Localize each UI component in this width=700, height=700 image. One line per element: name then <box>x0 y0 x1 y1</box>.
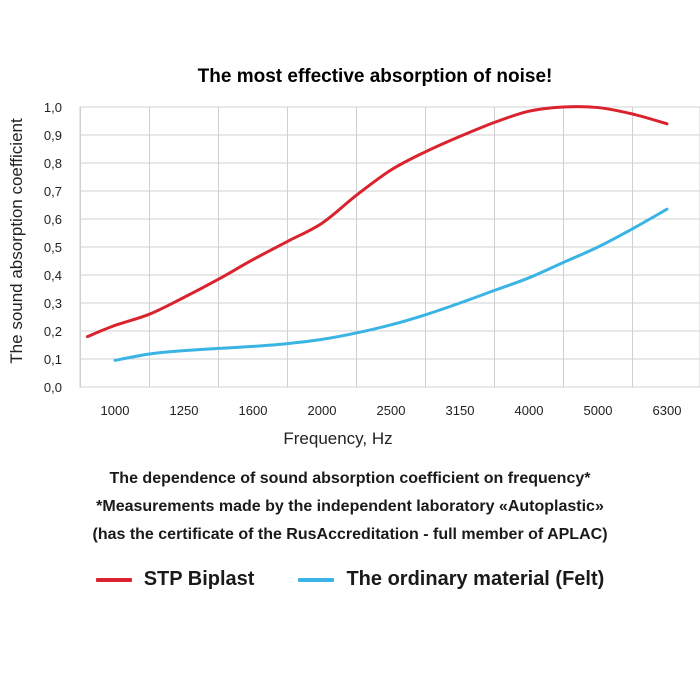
x-tick-label: 2500 <box>377 403 406 418</box>
y-tick-label: 0,6 <box>44 212 62 227</box>
chart: The most effective absorption of noise! … <box>7 66 700 448</box>
caption-line-2: *Measurements made by the independent la… <box>96 498 604 515</box>
caption-line-1: The dependence of sound absorption coeff… <box>109 470 591 487</box>
legend-label-felt: The ordinary material (Felt) <box>346 568 605 590</box>
x-tick-label: 1600 <box>239 403 268 418</box>
legend-item-felt: The ordinary material (Felt) <box>298 568 604 591</box>
x-tick-label: 3150 <box>446 403 475 418</box>
legend-swatch-stp-biplast <box>95 577 132 582</box>
y-tick-label: 0,1 <box>44 352 62 367</box>
y-tick-label: 0,3 <box>44 296 62 311</box>
y-tick-label: 0,9 <box>44 128 62 143</box>
y-tick-label: 1,0 <box>44 100 62 115</box>
y-axis-label: The sound absorption coefficient <box>7 118 26 364</box>
y-tick-label: 0,8 <box>44 156 62 171</box>
x-tick-label: 2000 <box>308 403 337 418</box>
legend-swatch-felt <box>298 577 335 582</box>
y-tick-label: 0,2 <box>44 324 62 339</box>
y-tick-label: 0,0 <box>44 380 62 395</box>
grid <box>79 106 700 388</box>
legend-label-stp-biplast: STP Biplast <box>143 568 255 590</box>
legend-item-stp-biplast: STP Biplast <box>95 568 255 591</box>
series-line-stp-biplast <box>85 105 669 339</box>
series-line-felt <box>113 207 669 362</box>
y-tick-label: 0,5 <box>44 240 62 255</box>
y-tick-label: 0,7 <box>44 184 62 199</box>
series-lines <box>85 105 669 362</box>
x-tick-label: 1250 <box>170 403 199 418</box>
x-tick-label: 4000 <box>515 403 544 418</box>
y-tick-label: 0,4 <box>44 268 62 283</box>
x-tick-label: 1000 <box>101 403 130 418</box>
y-axis-ticks: 0,0 0,1 0,2 0,3 0,4 0,5 0,6 0,7 0,8 0,9 1,0 <box>44 100 62 395</box>
chart-title: The most effective absorption of noise! <box>198 66 553 87</box>
x-axis-ticks: 1000 1250 1600 2000 2500 3150 4000 5000 6300 <box>101 403 682 418</box>
legend: STP Biplast The ordinary material (Felt) <box>0 568 700 591</box>
x-tick-label: 6300 <box>653 403 682 418</box>
x-axis-label: Frequency, Hz <box>283 429 392 448</box>
x-tick-label: 5000 <box>584 403 613 418</box>
caption-line-3: (has the certificate of the RusAccredita… <box>92 526 608 543</box>
